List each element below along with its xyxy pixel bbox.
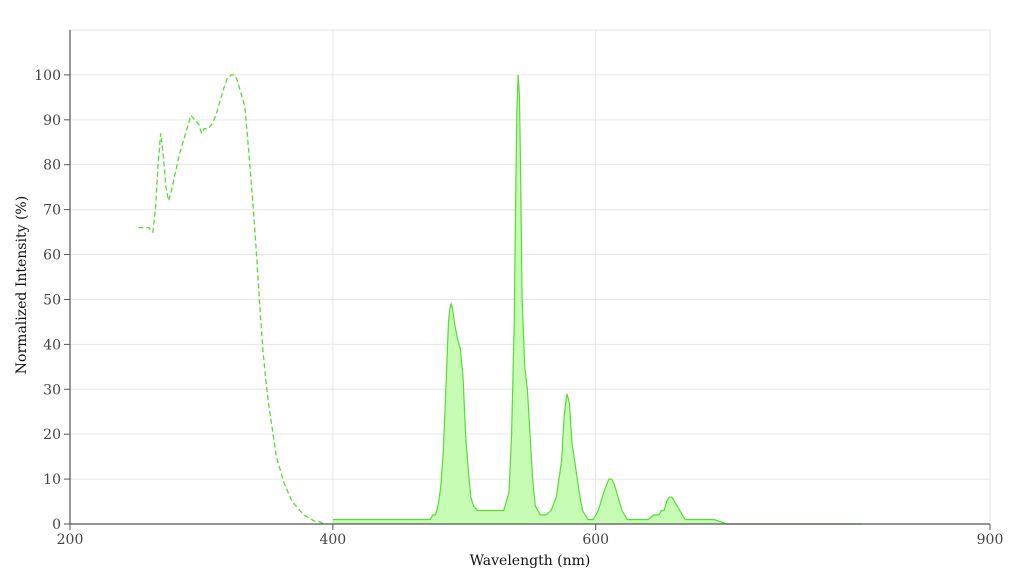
- x-tick-label: 400: [319, 532, 346, 548]
- x-tick-label: 600: [582, 532, 609, 548]
- x-tick-label: 200: [57, 532, 84, 548]
- y-tick-label: 30: [43, 382, 61, 398]
- series-layer: [138, 74, 862, 525]
- y-tick-label: 0: [52, 517, 61, 533]
- y-tick-label: 70: [43, 203, 61, 219]
- x-axis-title: Wavelength (nm): [470, 553, 591, 569]
- y-tick-label: 10: [43, 472, 61, 488]
- y-tick-label: 20: [43, 427, 61, 443]
- axes: 0 10 20 30 40 50 60 70 80 90 100 200 400 600 900: [34, 30, 1003, 548]
- y-axis-title: Normalized Intensity (%): [14, 196, 30, 374]
- y-tick-label: 40: [43, 337, 61, 353]
- y-tick-label: 80: [43, 158, 61, 174]
- y-tick-label: 60: [43, 248, 61, 264]
- y-tick-label: 90: [43, 113, 61, 129]
- y-tick-label: 100: [34, 68, 61, 84]
- x-tick-label: 900: [977, 532, 1004, 548]
- y-tick-label: 50: [43, 292, 61, 308]
- emission-line: [332, 74, 862, 525]
